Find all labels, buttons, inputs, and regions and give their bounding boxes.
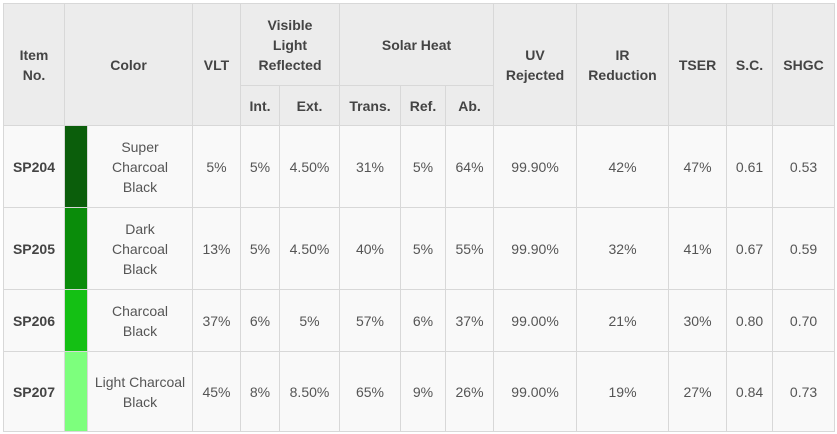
text-line: IR <box>615 46 630 63</box>
value-cell: 21% <box>576 289 670 352</box>
item-no: SP205 <box>3 207 65 290</box>
value-cell: 45% <box>192 351 241 432</box>
value-cell: 57% <box>339 289 401 352</box>
color-swatch <box>64 351 88 432</box>
value-cell: 8% <box>240 351 280 432</box>
text-line: Visible <box>267 16 313 33</box>
value-cell: 0.67 <box>726 207 774 290</box>
subheader: Ext. <box>279 85 340 126</box>
header-visible-light-reflected: Visible Light Reflected <box>240 3 340 86</box>
value-cell: 42% <box>576 125 670 208</box>
text-line: Reflected <box>258 56 322 73</box>
value-cell: 0.59 <box>772 207 836 290</box>
header-color: Color <box>64 3 193 126</box>
value-cell: 55% <box>444 207 495 290</box>
spec-table: Item No. Color VLT Visible Light Reflected … <box>3 3 836 432</box>
color-name: Dark Charcoal Black <box>87 207 193 290</box>
header-sc: S.C. <box>726 3 774 126</box>
value-cell: 0.80 <box>726 289 774 352</box>
text-line: Black <box>122 393 158 410</box>
header-tser: TSER <box>668 3 728 126</box>
text-line: Rejected <box>505 66 565 83</box>
header-item-no: Item No. <box>3 3 65 126</box>
value-cell: 5% <box>240 207 280 290</box>
header-uv-rejected: UV Rejected <box>493 3 578 126</box>
value-cell: 31% <box>339 125 401 208</box>
color-name: Super Charcoal Black <box>87 125 193 208</box>
value-cell: 99.90% <box>493 125 578 208</box>
value-cell: 99.90% <box>493 207 578 290</box>
value-cell: 0.61 <box>726 125 774 208</box>
value-cell: 27% <box>668 351 728 432</box>
value-cell: 26% <box>444 351 495 432</box>
value-cell: 5% <box>240 125 280 208</box>
header-vlt: VLT <box>192 3 241 126</box>
value-cell: 8.50% <box>279 351 340 432</box>
table-row: SP205 Dark Charcoal Black 13% 5% 4.50% 40% 5% 55%… <box>3 207 836 290</box>
value-cell: 0.84 <box>726 351 774 432</box>
text-line: No. <box>22 66 46 83</box>
value-cell: 41% <box>668 207 728 290</box>
text-line: Reduction <box>588 66 657 83</box>
color-swatch <box>64 125 88 208</box>
text-line: Black <box>122 260 158 277</box>
item-no: SP206 <box>3 289 65 352</box>
value-cell: 19% <box>576 351 670 432</box>
value-cell: 5% <box>400 125 446 208</box>
table-row: SP204 Super Charcoal Black 5% 5% 4.50% 31% 5% 64%… <box>3 125 836 208</box>
value-cell: 37% <box>192 289 241 352</box>
value-cell: 4.50% <box>279 125 340 208</box>
subheader: Ab. <box>444 85 495 126</box>
item-no: SP207 <box>3 351 65 432</box>
text-line: Item <box>19 46 49 63</box>
value-cell: 4.50% <box>279 207 340 290</box>
value-cell: 0.53 <box>772 125 836 208</box>
text-line: Charcoal <box>111 158 169 175</box>
value-cell: 5% <box>192 125 241 208</box>
text-line: Dark <box>125 220 155 237</box>
value-cell: 65% <box>339 351 401 432</box>
value-cell: 64% <box>444 125 495 208</box>
value-cell: 32% <box>576 207 670 290</box>
value-cell: 0.73 <box>772 351 836 432</box>
table-row: SP207 Light Charcoal Black 45% 8% 8.50% 65% 9% 2… <box>3 351 836 432</box>
color-name: Light Charcoal Black <box>87 351 193 432</box>
value-cell: 30% <box>668 289 728 352</box>
value-cell: 9% <box>400 351 446 432</box>
value-cell: 47% <box>668 125 728 208</box>
text-line: Charcoal <box>111 302 169 319</box>
subheader-row: Int. Ext. Trans. Ref. Ab. <box>4 85 835 126</box>
value-cell: 5% <box>400 207 446 290</box>
text-line: Black <box>122 322 158 339</box>
text-line: Light <box>272 36 308 53</box>
value-cell: 6% <box>240 289 280 352</box>
color-swatch <box>64 289 88 352</box>
color-swatch <box>64 207 88 290</box>
value-cell: 37% <box>444 289 495 352</box>
subheader: Trans. <box>339 85 401 126</box>
value-cell: 13% <box>192 207 241 290</box>
value-cell: 0.70 <box>772 289 836 352</box>
value-cell: 6% <box>400 289 446 352</box>
item-no: SP204 <box>3 125 65 208</box>
text-line: Light Charcoal <box>94 373 186 390</box>
text-line: Black <box>122 178 158 195</box>
subheader: Int. <box>240 85 280 126</box>
table-row: SP206 Charcoal Black 37% 6% 5% 57% 6% 37% 99.00% 2… <box>3 289 836 352</box>
header-shgc: SHGC <box>772 3 836 126</box>
table-body: SP204 Super Charcoal Black 5% 5% 4.50% 31% 5% 64%… <box>3 125 836 432</box>
color-name: Charcoal Black <box>87 289 193 352</box>
value-cell: 99.00% <box>493 289 578 352</box>
text-line: UV <box>525 46 545 63</box>
text-line: Charcoal <box>111 240 169 257</box>
value-cell: 99.00% <box>493 351 578 432</box>
value-cell: 40% <box>339 207 401 290</box>
value-cell: 5% <box>279 289 340 352</box>
header-ir-reduction: IR Reduction <box>576 3 670 126</box>
header-solar-heat: Solar Heat <box>338 3 495 86</box>
subheader: Ref. <box>400 85 446 126</box>
text-line: Super <box>121 138 159 155</box>
